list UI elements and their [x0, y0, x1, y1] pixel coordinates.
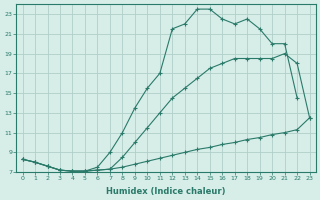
X-axis label: Humidex (Indice chaleur): Humidex (Indice chaleur) — [106, 187, 226, 196]
